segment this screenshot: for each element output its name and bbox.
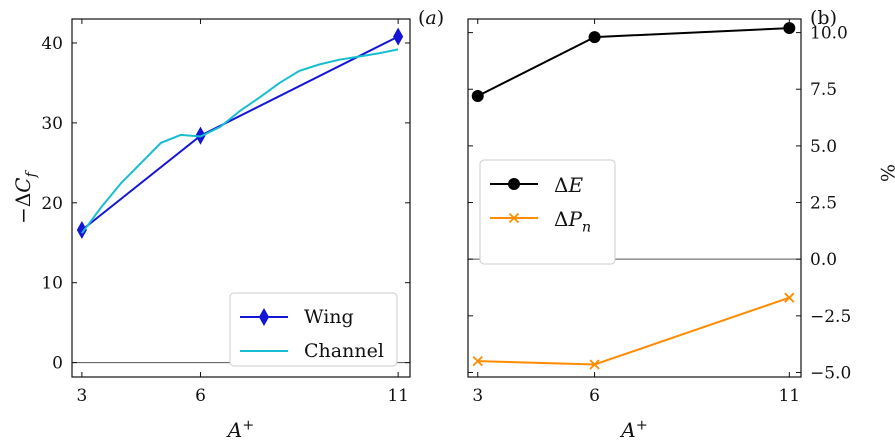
series-line-1	[81, 48, 399, 234]
y-tick-label: 5.0	[810, 137, 837, 157]
series-line-0	[477, 27, 790, 97]
x-tick-label: 11	[778, 386, 800, 406]
legend-marker	[258, 307, 270, 327]
x-tick-label: 6	[589, 386, 600, 406]
y-axis-label: %	[876, 164, 895, 182]
y-tick-label: −2.5	[810, 307, 851, 327]
data-point	[784, 292, 795, 303]
y-tick-label: 40	[41, 34, 63, 54]
y-tick-label: 0	[52, 354, 63, 374]
data-point	[393, 27, 404, 46]
x-tick-label: 6	[195, 386, 206, 406]
y-tick-label: 7.5	[810, 80, 837, 100]
data-point	[589, 359, 600, 370]
legend-box	[229, 292, 398, 367]
x-tick-label: 11	[387, 386, 409, 406]
x-axis-label: A+	[619, 417, 648, 442]
x-axis-label: A+	[226, 417, 255, 442]
legend-label: Channel	[304, 340, 384, 362]
panel-b: 3 6 11 −5.0 −2.5 0.0 2.5 5.0 7.5 10.0 A+% (b)	[467, 7, 895, 442]
legend-label: ΔPn	[554, 207, 591, 236]
y-tick-label: 10	[41, 274, 63, 294]
legend-marker	[508, 212, 520, 224]
data-point	[472, 356, 483, 367]
legend-marker	[508, 178, 520, 190]
y-tick-label: −5.0	[810, 363, 851, 383]
legend-a: Wing Channel	[229, 292, 398, 367]
y-tick-label: 20	[41, 194, 63, 214]
data-point	[471, 90, 484, 103]
panel-label: (b)	[810, 7, 837, 29]
series-line-0	[81, 35, 399, 231]
plot-frame	[467, 18, 802, 378]
legend-box	[479, 159, 616, 265]
x-tick-label: 3	[76, 386, 87, 406]
plot-frame	[71, 18, 411, 378]
x-tick-label: 3	[472, 386, 483, 406]
y-tick-label: 0.0	[810, 250, 837, 270]
data-point	[783, 22, 796, 35]
panel-a: 3 6 11 0 10 20 30 40 A+ −ΔCf (a)	[11, 7, 444, 442]
series-line-1	[477, 296, 790, 366]
data-point	[588, 31, 601, 44]
y-tick-label: 2.5	[810, 194, 837, 214]
legend-label: ΔE	[554, 173, 583, 197]
y-axis-label: −ΔCf	[11, 169, 40, 224]
data-point	[76, 220, 87, 239]
panel-label: (a)	[418, 7, 444, 29]
legend-b: ΔE ΔPn	[479, 159, 616, 265]
y-tick-label: 10.0	[810, 24, 848, 44]
y-tick-label: 30	[41, 114, 63, 134]
legend-label: Wing	[304, 306, 354, 328]
